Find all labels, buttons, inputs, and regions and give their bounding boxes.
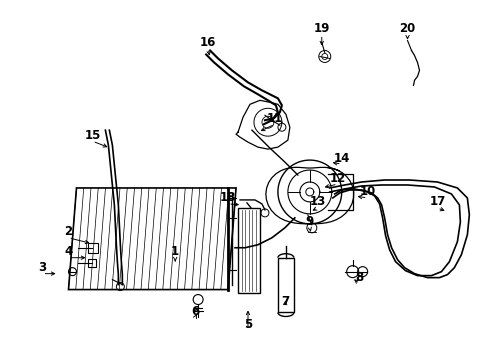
- Text: 12: 12: [330, 171, 346, 185]
- Text: 15: 15: [84, 129, 100, 142]
- Text: 17: 17: [429, 195, 445, 208]
- Text: 8: 8: [356, 271, 364, 284]
- Text: 18: 18: [220, 192, 236, 204]
- Text: 13: 13: [310, 195, 326, 208]
- Text: 19: 19: [314, 22, 330, 35]
- Text: 2: 2: [65, 225, 73, 238]
- Text: 6: 6: [191, 305, 199, 318]
- Text: 3: 3: [39, 261, 47, 274]
- Bar: [278, 258, 294, 312]
- Text: 10: 10: [360, 185, 376, 198]
- Text: 16: 16: [200, 36, 216, 49]
- Text: 7: 7: [281, 295, 289, 308]
- Bar: [89, 259, 97, 267]
- Bar: [89, 243, 98, 253]
- Text: 9: 9: [306, 215, 314, 228]
- Text: 5: 5: [244, 318, 252, 331]
- Bar: [238, 208, 260, 293]
- Text: 1: 1: [171, 245, 179, 258]
- Text: 11: 11: [267, 112, 283, 125]
- Text: 14: 14: [334, 152, 350, 165]
- Text: 4: 4: [64, 245, 73, 258]
- Text: 20: 20: [399, 22, 416, 35]
